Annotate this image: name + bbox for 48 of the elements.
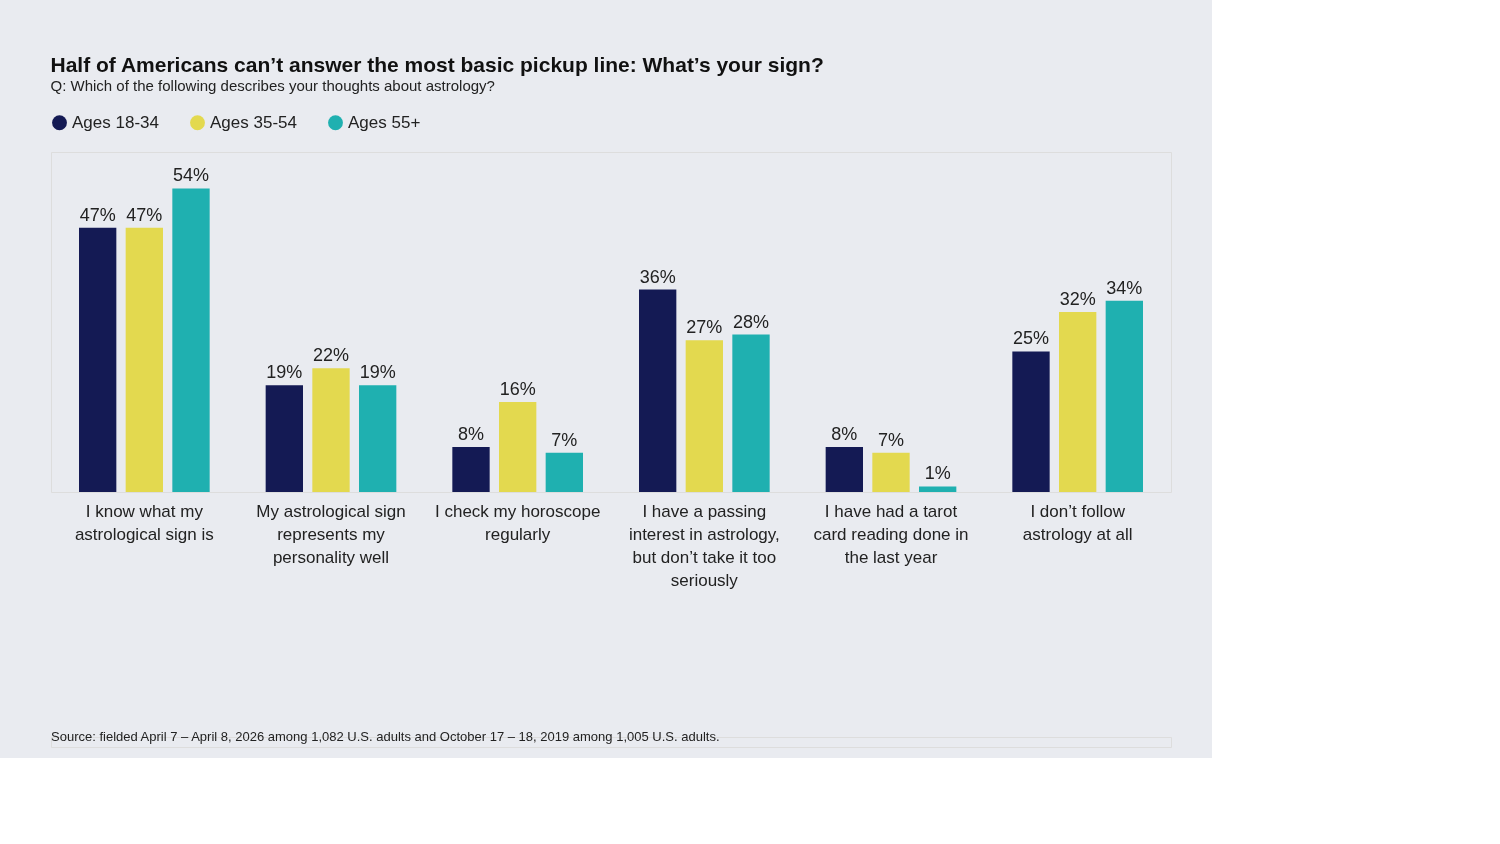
bar [312, 368, 350, 492]
data-label: 27% [686, 317, 723, 338]
bar [265, 385, 303, 492]
bar [1105, 300, 1143, 492]
data-label: 16% [499, 379, 536, 400]
data-label: 34% [1106, 277, 1143, 298]
data-label: 47% [79, 204, 116, 225]
x-tick-label: I have had a tarot card reading done in the last year [813, 502, 969, 567]
bar [732, 334, 770, 492]
bar [639, 289, 677, 492]
data-label: 54% [172, 165, 210, 186]
bar [545, 452, 583, 492]
data-label: 19% [266, 362, 303, 383]
x-tick-label: I know what my astrological sign is [74, 502, 214, 544]
data-label: 8% [831, 424, 858, 445]
bar [499, 402, 537, 492]
data-label: 1% [924, 463, 951, 484]
bar [825, 447, 863, 492]
bar [685, 340, 723, 492]
data-label: 32% [1059, 289, 1096, 310]
bar [359, 385, 397, 492]
chart-subtitle: Q: Which of the following describes your thoughts about astrology? [50, 77, 495, 94]
x-tick-label: I check my horoscope regularly [434, 502, 601, 544]
data-label: 47% [126, 204, 163, 225]
data-label: 8% [457, 424, 485, 445]
bar [919, 486, 957, 492]
bar [1012, 351, 1050, 492]
bar [79, 227, 117, 492]
bar [452, 447, 490, 492]
x-tick-label: My astrological sign represents my personality well [256, 502, 406, 567]
bar [172, 188, 210, 492]
data-label: 36% [639, 266, 676, 287]
bar [125, 227, 163, 492]
chart-title: Half of Americans can’t answer the most basic pickup line: What’s your sign? [50, 53, 824, 76]
data-label: 7% [877, 429, 905, 450]
data-label: 22% [312, 345, 350, 366]
legend-label: Ages 18-34 [72, 112, 159, 132]
data-label: 19% [359, 362, 396, 383]
bar [872, 452, 910, 492]
bar [1059, 312, 1097, 492]
x-tick-label: I have a passing interest in astrology, but don’t take it too seriously [628, 502, 780, 590]
source-note: Source: fielded April 7 – April 8, 2026 among 1,082 U.S. adults and October 17 – 18, 2019 among 1,005 U.S. adults. [51, 729, 720, 744]
legend-label: Ages 35-54 [210, 112, 297, 132]
data-label: 25% [1012, 328, 1050, 349]
data-label: 7% [551, 429, 578, 450]
data-label: 28% [732, 311, 770, 332]
legend-label: Ages 55+ [348, 112, 421, 132]
x-tick-label: I don’t follow astrology at all [1022, 502, 1133, 544]
